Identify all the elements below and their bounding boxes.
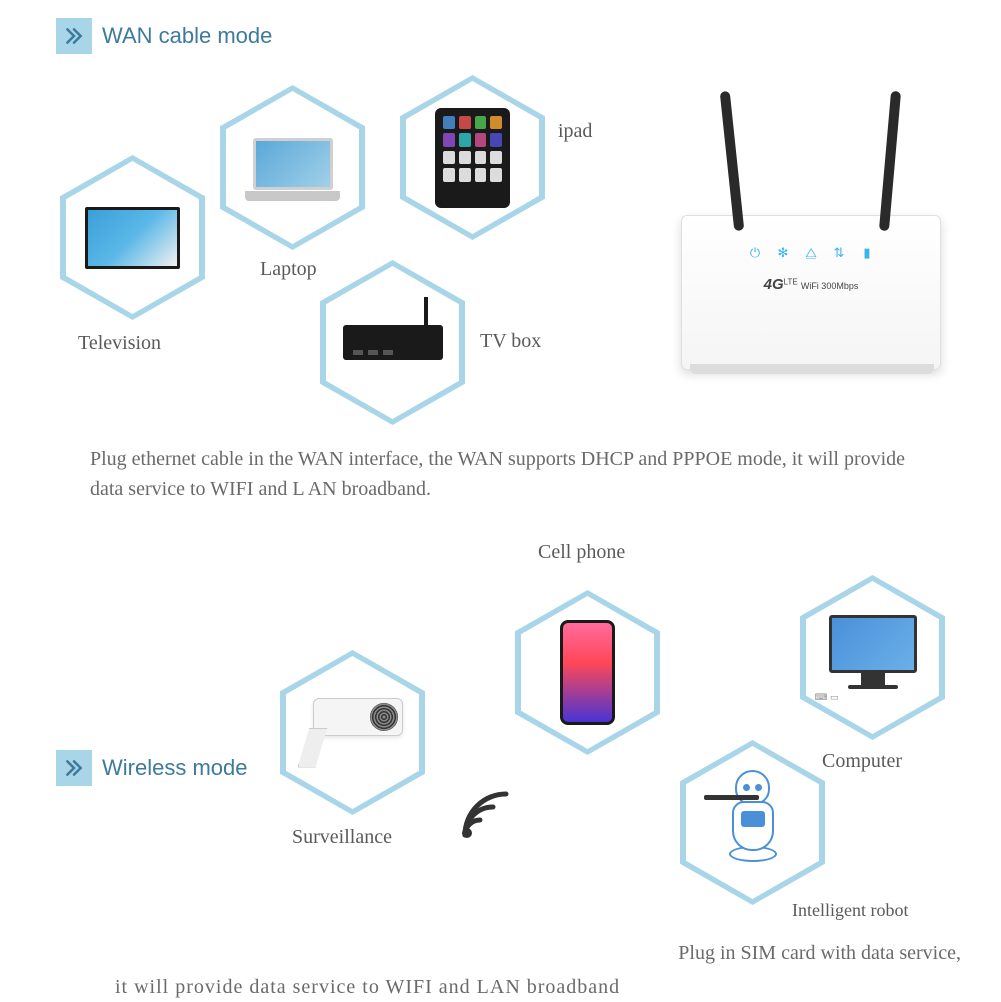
hex-surveillance <box>280 650 425 815</box>
television-icon <box>85 207 180 269</box>
section-header-wan: WAN cable mode <box>56 18 272 54</box>
label-tvbox: TV box <box>480 330 541 353</box>
router-leds: ⏻ ✻ ⧋ ⇅ ▮ <box>748 246 874 260</box>
hex-robot <box>680 740 825 905</box>
label-robot: Intelligent robot <box>792 900 908 921</box>
router-brand-text: 4GLTE WiFi 300Mbps <box>764 276 859 293</box>
hex-tvbox <box>320 260 465 425</box>
chevron-icon <box>56 18 92 54</box>
label-television: Television <box>78 332 161 355</box>
ipad-icon <box>435 108 510 208</box>
robot-icon <box>720 770 785 875</box>
hex-laptop <box>220 85 365 250</box>
label-ipad: ipad <box>558 120 592 143</box>
router-antenna-left <box>720 91 745 231</box>
tvbox-icon <box>343 325 443 360</box>
router-antenna-right <box>879 91 901 231</box>
router-device: ⏻ ✻ ⧋ ⇅ ▮ 4GLTE WiFi 300Mbps <box>661 90 961 370</box>
link-icon: ⇅ <box>832 246 846 260</box>
signal-icon: ▮ <box>860 246 874 260</box>
section-title-wan: WAN cable mode <box>102 23 272 49</box>
hex-computer: ⌨ ▭ <box>800 575 945 740</box>
laptop-icon <box>248 138 338 198</box>
camera-icon <box>298 693 408 773</box>
label-surveillance: Surveillance <box>292 826 392 849</box>
computer-icon: ⌨ ▭ <box>823 615 923 700</box>
description-wan: Plug ethernet cable in the WAN interface… <box>90 444 910 504</box>
hex-ipad <box>400 75 545 240</box>
section-header-wireless: Wireless mode <box>56 750 247 786</box>
wifi-waves-icon <box>450 780 520 850</box>
hex-cellphone <box>515 590 660 755</box>
phone-icon <box>560 620 615 725</box>
globe-icon: ✻ <box>776 246 790 260</box>
wifi-icon: ⧋ <box>804 246 818 260</box>
description-wireless-line2: it will provide data service to WIFI and… <box>115 972 620 1002</box>
label-cellphone: Cell phone <box>538 541 625 564</box>
section-title-wireless: Wireless mode <box>102 755 247 781</box>
chevron-icon <box>56 750 92 786</box>
description-wireless-line1: Plug in SIM card with data service, <box>678 938 961 968</box>
hex-television <box>60 155 205 320</box>
label-laptop: Laptop <box>260 258 317 281</box>
label-computer: Computer <box>822 750 902 773</box>
power-icon: ⏻ <box>748 246 762 260</box>
